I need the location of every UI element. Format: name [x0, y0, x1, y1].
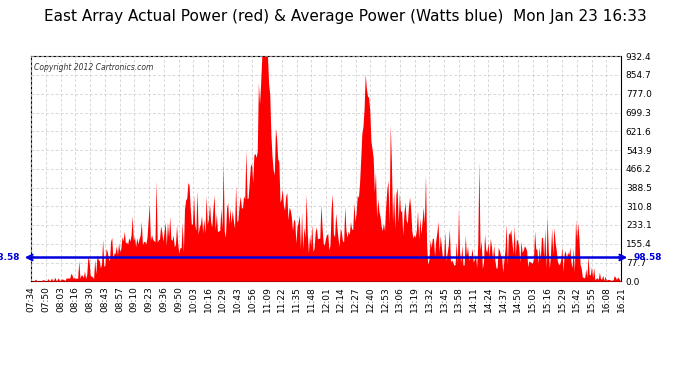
Text: Copyright 2012 Cartronics.com: Copyright 2012 Cartronics.com — [34, 63, 153, 72]
Text: 98.58: 98.58 — [0, 253, 20, 262]
Text: East Array Actual Power (red) & Average Power (Watts blue)  Mon Jan 23 16:33: East Array Actual Power (red) & Average … — [43, 9, 647, 24]
Text: 98.58: 98.58 — [633, 253, 662, 262]
